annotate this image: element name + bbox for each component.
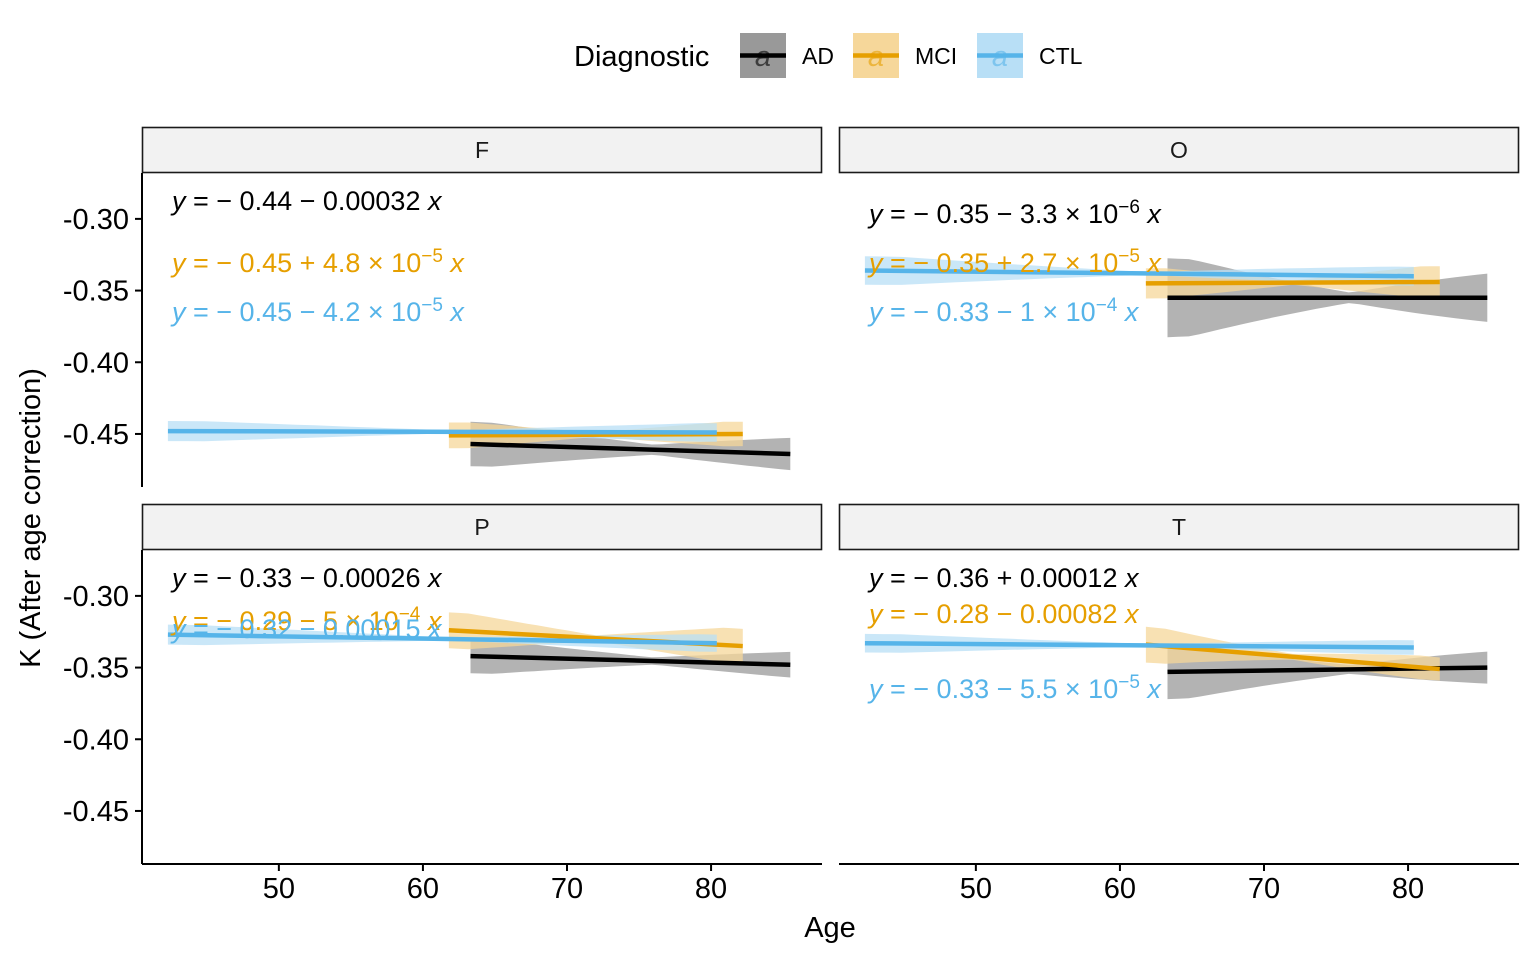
equation-ctl-p: y = − 0.32 − 0.00015 x [170, 614, 443, 644]
ci-band-ctl-o [864, 256, 1414, 286]
strip-t [838, 503, 1520, 551]
strip-f [141, 126, 823, 174]
panel-f: Fy = − 0.44 − 0.00032 x y = − 0.45 + 4.8 … [63, 126, 823, 487]
equation-ad-f: y = − 0.44 − 0.00032 x [170, 186, 443, 216]
legend-item-ctl: a CTL [977, 33, 1083, 78]
plot-area-t [864, 626, 1488, 700]
x-tick-label-p: 50 [263, 873, 295, 905]
y-tick-label-f: -0.30 [63, 204, 129, 236]
legend-key-glyph-ctl: a [992, 41, 1008, 73]
fit-line-ctl-f [167, 428, 717, 435]
x-tick-label-p: 80 [695, 873, 727, 905]
legend-key-glyph-ad: a [755, 41, 771, 73]
fit-line-ctl-p [167, 632, 717, 646]
equation-mci-f: y = − 0.45 + 4.8 × 10−5 x [170, 246, 465, 279]
equation-ctl-t: y = − 0.33 − 5.5 × 10−5 x [867, 672, 1162, 705]
equation-ad-t: y = − 0.36 + 0.00012 x [867, 563, 1140, 593]
equation-ad-p: y = − 0.33 − 0.00026 x [170, 563, 443, 593]
facet-panels: Fy = − 0.44 − 0.00032 x y = − 0.45 + 4.8 … [63, 126, 1520, 905]
legend-item-ad: a AD [740, 33, 834, 78]
panel-o: Oy = − 0.35 − 3.3 × 10−6 x y = − 0.35 + 2… [838, 126, 1520, 338]
plot-area-p [167, 612, 791, 678]
x-tick-label-t: 60 [1104, 873, 1136, 905]
strip-label-t: T [1172, 514, 1186, 540]
fit-line-mci-t [1145, 642, 1440, 672]
legend-label-ad: AD [802, 43, 834, 69]
equation-mci-p: y = − 0.29 − 5 × 10−4 x [170, 604, 443, 637]
y-tick-label-f: -0.35 [63, 276, 129, 308]
y-axis-label: K (After age correction) [15, 368, 47, 668]
strip-label-o: O [1170, 137, 1188, 163]
x-axis-label: Age [804, 912, 856, 944]
strip-label-f: F [475, 137, 489, 163]
panel-t: Ty = − 0.36 + 0.00012 x y = − 0.28 − 0.00… [838, 503, 1520, 905]
strip-o [838, 126, 1520, 174]
equation-mci-t: y = − 0.28 − 0.00082 x [867, 599, 1140, 629]
y-tick-label-p: -0.35 [63, 653, 129, 685]
equation-mci-o: y = − 0.35 + 2.7 × 10−5 x [867, 246, 1162, 279]
legend: Diagnostic a AD a MCI a CTL [574, 33, 1083, 78]
fit-line-mci-o [1145, 279, 1440, 286]
x-tick-label-p: 60 [407, 873, 439, 905]
legend-label-ctl: CTL [1039, 43, 1083, 69]
y-tick-label-f: -0.45 [63, 419, 129, 451]
plot-area-o [864, 256, 1488, 338]
fit-line-ctl-t [864, 640, 1414, 650]
legend-item-mci: a MCI [853, 33, 957, 78]
fit-line-ad-p [470, 653, 791, 667]
y-tick-label-p: -0.30 [63, 581, 129, 613]
x-tick-label-t: 70 [1248, 873, 1280, 905]
legend-key-glyph-mci: a [868, 41, 884, 73]
plot-area-f [167, 421, 791, 471]
y-tick-label-p: -0.45 [63, 796, 129, 828]
equation-ctl-f: y = − 0.45 − 4.2 × 10−5 x [170, 295, 465, 328]
legend-title: Diagnostic [574, 41, 709, 73]
legend-label-mci: MCI [915, 43, 957, 69]
panel-p: Py = − 0.33 − 0.00026 x y = − 0.29 − 5 × … [63, 503, 823, 905]
equation-ad-o: y = − 0.35 − 3.3 × 10−6 x [867, 197, 1162, 230]
y-tick-label-p: -0.40 [63, 724, 129, 756]
fit-line-ctl-o [864, 268, 1414, 279]
y-tick-label-f: -0.40 [63, 347, 129, 379]
strip-p [141, 503, 823, 551]
strip-label-p: P [474, 514, 489, 540]
fit-line-ad-f [470, 441, 791, 457]
x-tick-label-p: 70 [551, 873, 583, 905]
equation-ctl-o: y = − 0.33 − 1 × 10−4 x [867, 295, 1140, 328]
x-tick-label-t: 50 [960, 873, 992, 905]
x-tick-label-t: 80 [1392, 873, 1424, 905]
